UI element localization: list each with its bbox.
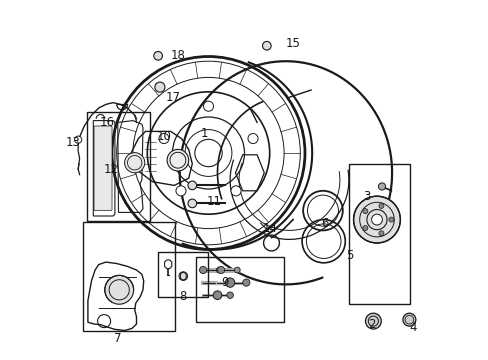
Circle shape: [242, 279, 249, 286]
Bar: [87, 112, 150, 221]
Bar: [83, 222, 175, 331]
Circle shape: [402, 313, 415, 326]
Circle shape: [362, 208, 367, 213]
Circle shape: [217, 266, 224, 274]
Circle shape: [167, 149, 188, 171]
Text: 15: 15: [285, 37, 300, 50]
Circle shape: [365, 313, 381, 329]
Circle shape: [155, 82, 164, 92]
Circle shape: [226, 292, 233, 298]
Circle shape: [230, 186, 241, 196]
Circle shape: [225, 278, 234, 287]
Circle shape: [378, 203, 383, 208]
Text: 10: 10: [157, 130, 172, 143]
Text: 14: 14: [263, 222, 277, 235]
Text: 9: 9: [221, 276, 228, 289]
Circle shape: [378, 183, 385, 190]
Text: 17: 17: [165, 91, 181, 104]
Text: 3: 3: [363, 190, 370, 203]
Text: 18: 18: [170, 49, 185, 62]
Circle shape: [213, 291, 222, 300]
Circle shape: [247, 134, 258, 144]
Circle shape: [353, 196, 400, 243]
Text: 11: 11: [206, 195, 221, 208]
Circle shape: [203, 101, 213, 111]
Bar: [196, 257, 284, 322]
Text: 6: 6: [320, 217, 327, 230]
Text: 1: 1: [201, 127, 208, 140]
Circle shape: [179, 272, 187, 280]
Text: 5: 5: [346, 249, 353, 262]
Circle shape: [371, 214, 382, 225]
Text: 8: 8: [179, 291, 186, 303]
Circle shape: [124, 153, 144, 173]
Circle shape: [194, 139, 222, 167]
Circle shape: [216, 267, 222, 273]
Circle shape: [187, 181, 196, 190]
Circle shape: [153, 51, 162, 60]
Bar: [348, 164, 409, 304]
Bar: [158, 252, 208, 297]
Circle shape: [159, 134, 169, 144]
Text: 13: 13: [66, 136, 81, 149]
Polygon shape: [180, 272, 186, 280]
Circle shape: [187, 199, 196, 208]
Text: 4: 4: [408, 321, 416, 334]
Text: 16: 16: [99, 116, 114, 129]
Circle shape: [262, 41, 270, 50]
Circle shape: [362, 226, 367, 231]
Circle shape: [378, 231, 383, 236]
Text: 12: 12: [103, 163, 119, 176]
Circle shape: [75, 136, 81, 143]
Circle shape: [104, 275, 133, 304]
Text: 7: 7: [114, 332, 122, 345]
Circle shape: [388, 217, 393, 222]
Circle shape: [234, 267, 240, 273]
Text: 2: 2: [368, 318, 375, 330]
Polygon shape: [94, 126, 112, 211]
Circle shape: [176, 186, 185, 196]
Circle shape: [199, 266, 206, 274]
